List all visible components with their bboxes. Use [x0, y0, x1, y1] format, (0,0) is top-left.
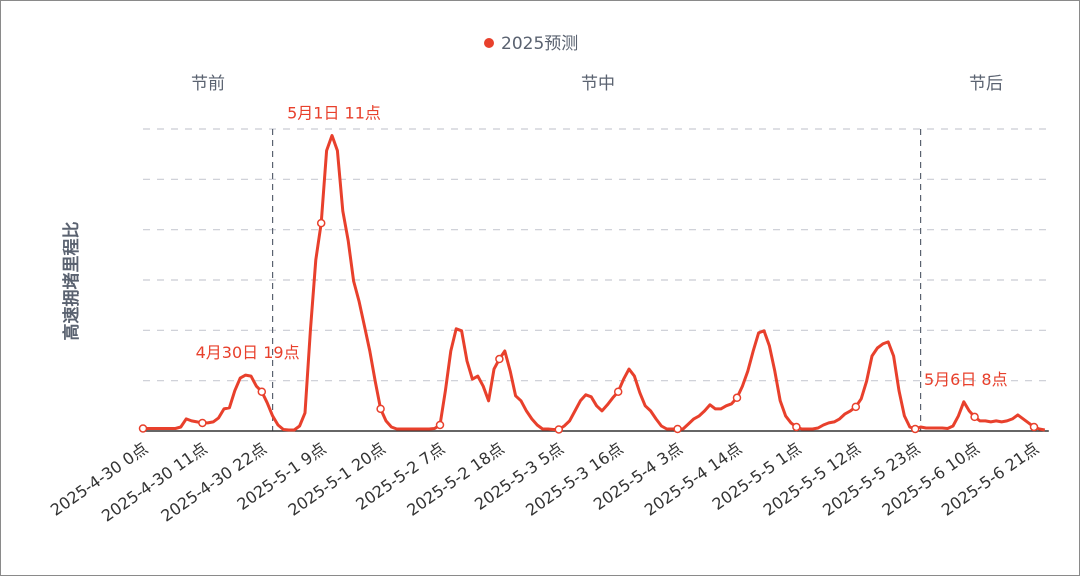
series-marker: [1029, 422, 1039, 432]
series-marker: [970, 412, 979, 422]
gridlines: [143, 128, 1049, 382]
annotation-label: 5月1日 11点: [287, 104, 381, 123]
legend-marker: [484, 38, 494, 48]
series-marker: [376, 404, 385, 414]
annotation-label: 4月30日 19点: [196, 343, 300, 362]
series-marker: [257, 387, 267, 396]
series-marker: [732, 393, 742, 403]
series-marker: [198, 418, 207, 428]
section-label: 节后: [969, 74, 1003, 94]
annotations: 4月30日 19点 5月1日 11点 5月6日 8点: [196, 104, 1008, 389]
series-marker: [316, 218, 326, 228]
legend[interactable]: 2025预测: [484, 34, 578, 54]
x-tick-label: 2025-4-30 11点: [98, 439, 211, 526]
series-marker: [495, 354, 504, 364]
section-labels: 节前 节中 节后: [191, 74, 1003, 94]
series-marker: [851, 402, 861, 412]
x-tick-label: 2025-4-30 0点: [47, 439, 151, 520]
series-marker: [138, 424, 148, 433]
y-axis-label: 高速拥堵里程比: [61, 222, 82, 341]
section-label: 节中: [581, 74, 615, 94]
section-label: 节前: [191, 74, 225, 94]
series-marker: [554, 425, 564, 434]
annotation-label: 5月6日 8点: [924, 370, 1008, 389]
series-marker: [792, 422, 801, 432]
series-marker: [910, 424, 920, 434]
legend-label: 2025预测: [501, 34, 578, 54]
x-tick-label: 2025-4-30 22点: [157, 439, 270, 526]
series-marker: [613, 387, 623, 396]
series-marker: [435, 420, 445, 430]
series-line-2025: [143, 134, 1046, 432]
series-markers: [138, 218, 1039, 434]
series-marker: [673, 424, 682, 434]
